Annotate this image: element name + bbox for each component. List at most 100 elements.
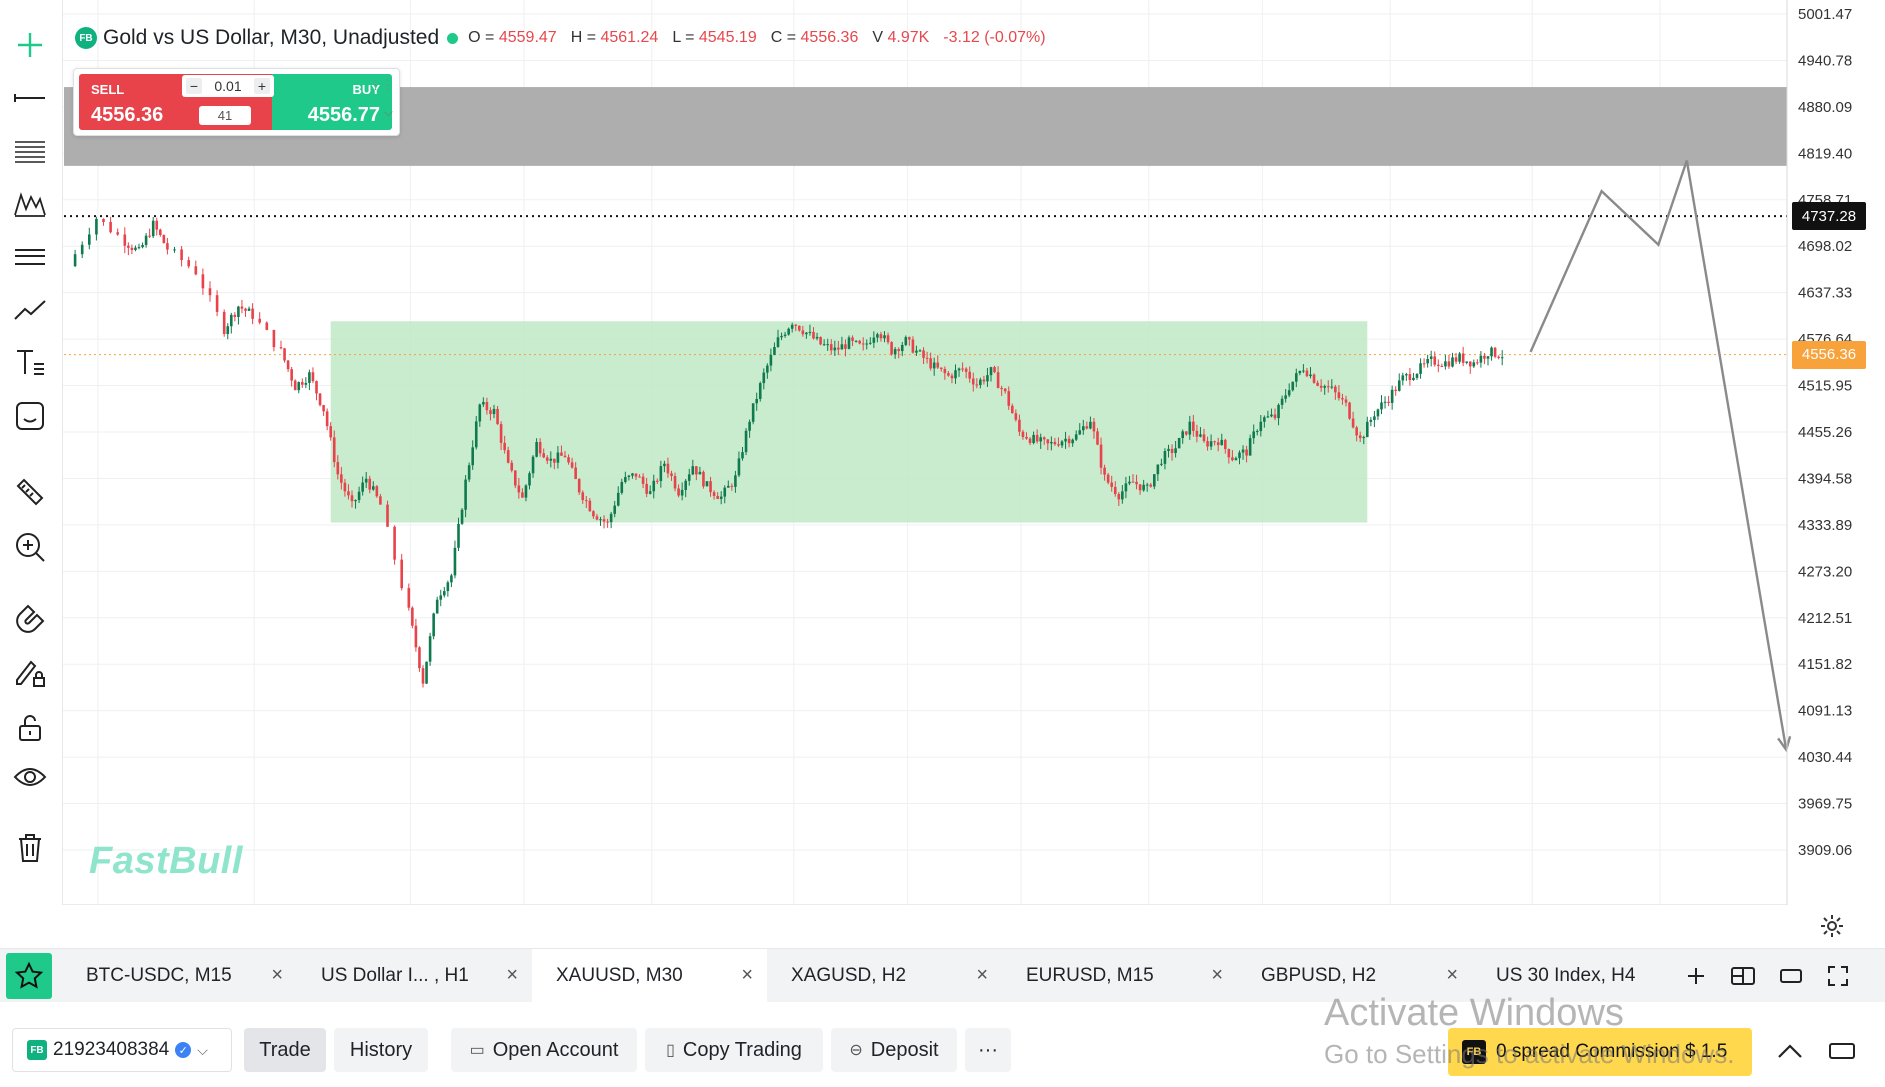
candle-body xyxy=(1461,353,1465,363)
sell-button[interactable]: SELL 4556.36 xyxy=(79,74,199,130)
open-account-button[interactable]: ▭ Open Account xyxy=(451,1028,637,1072)
horizontal-line-icon[interactable] xyxy=(10,78,50,118)
unlock-icon[interactable] xyxy=(10,707,50,747)
candle-body xyxy=(592,511,595,517)
drag-handle-icon[interactable]: ⋮⋮ xyxy=(369,77,394,92)
candle-body xyxy=(680,489,684,496)
candle-body xyxy=(194,266,198,275)
candle-body xyxy=(247,308,251,311)
chevron-up-icon[interactable] xyxy=(1774,1036,1806,1066)
account-selector[interactable]: FB 21923408384 ✓ ⌵ xyxy=(12,1028,232,1072)
candle-body xyxy=(826,344,829,346)
candle-body xyxy=(1401,375,1405,381)
candle-body xyxy=(1092,421,1096,432)
candle-body xyxy=(581,492,585,501)
tab-btc-usdc[interactable]: BTC-USDC, M15 × xyxy=(62,949,297,1003)
close-icon[interactable]: × xyxy=(271,964,283,986)
tab-eurusd[interactable]: EURUSD, M15 × xyxy=(1002,949,1237,1003)
ohlc-open: O = 4559.47 xyxy=(468,29,557,46)
close-icon[interactable]: × xyxy=(1211,964,1223,986)
tab-us-dollar-index[interactable]: US Dollar I... , H1 × xyxy=(297,949,532,1003)
more-button[interactable]: ··· xyxy=(965,1028,1011,1072)
eye-icon[interactable] xyxy=(10,757,50,797)
window-icon[interactable] xyxy=(1776,961,1806,991)
candle-body xyxy=(574,467,577,480)
crosshair-icon[interactable] xyxy=(10,25,50,65)
tab-label: US Dollar I... , H1 xyxy=(321,965,469,986)
candle-body xyxy=(993,367,996,373)
candle-body xyxy=(840,344,844,350)
candle-body xyxy=(1355,427,1358,436)
close-icon[interactable]: × xyxy=(741,964,753,986)
candle-body xyxy=(663,463,666,467)
tab-xagusd[interactable]: XAGUSD, H2 × xyxy=(767,949,1002,1003)
channel-icon[interactable] xyxy=(10,236,50,276)
buy-button[interactable]: BUY 4556.77 xyxy=(272,74,392,130)
chevron-down-icon[interactable]: ⌵ xyxy=(383,105,393,119)
trash-icon[interactable] xyxy=(10,828,50,868)
pattern-icon[interactable] xyxy=(10,183,50,223)
candle-body xyxy=(1035,434,1039,442)
quantity-decrease-button[interactable]: − xyxy=(186,78,202,94)
deposit-button[interactable]: ⊖ Deposit xyxy=(831,1028,957,1072)
candle-body xyxy=(1163,450,1167,464)
fullscreen-icon[interactable] xyxy=(1823,961,1853,991)
candle-body xyxy=(911,339,915,353)
candle-body xyxy=(641,476,645,484)
candle-body xyxy=(915,350,918,353)
candle-body xyxy=(602,519,606,522)
buy-label: BUY xyxy=(352,82,380,97)
candle-body xyxy=(286,360,290,370)
tab-us30-index[interactable]: US 30 Index, H4 xyxy=(1472,949,1672,1003)
fib-retracement-icon[interactable] xyxy=(10,130,50,170)
candle-body xyxy=(964,368,968,372)
candle-body xyxy=(563,455,567,458)
quick-trade-widget: SELL 4556.36 BUY 4556.77 − 0.01 + 41 ⋮⋮ … xyxy=(73,68,400,136)
y-tick-label: 4819.40 xyxy=(1798,145,1852,162)
emoji-icon[interactable] xyxy=(10,396,50,436)
y-tick-label: 4637.33 xyxy=(1798,285,1852,302)
panel-toggle-icon[interactable] xyxy=(1826,1036,1858,1066)
quantity-stepper[interactable]: − 0.01 + xyxy=(182,75,274,97)
chevron-down-icon: ⌵ xyxy=(197,1041,208,1058)
promo-banner[interactable]: FB 0 spread Commission $ 1.5 xyxy=(1448,1028,1752,1076)
trend-line-icon[interactable] xyxy=(10,289,50,329)
candle-body xyxy=(1437,364,1440,366)
candle-body xyxy=(1113,486,1117,495)
candle-body xyxy=(1021,431,1025,437)
history-button[interactable]: History xyxy=(334,1028,428,1072)
chart-settings-icon[interactable] xyxy=(1818,912,1846,940)
candle-body xyxy=(308,372,311,383)
layout-icon[interactable] xyxy=(1728,961,1758,991)
candle-body xyxy=(421,668,425,684)
zoom-in-icon[interactable] xyxy=(10,527,50,567)
consolidation-range-box xyxy=(330,321,1368,523)
favorites-button[interactable] xyxy=(6,953,52,999)
candle-body xyxy=(354,499,357,502)
candle-body xyxy=(531,456,535,474)
tab-gbpusd[interactable]: GBPUSD, H2 × xyxy=(1237,949,1472,1003)
trade-button[interactable]: Trade xyxy=(244,1028,326,1072)
close-icon[interactable]: × xyxy=(976,964,988,986)
add-tab-icon[interactable] xyxy=(1681,961,1711,991)
copy-trading-button[interactable]: ▯ Copy Trading xyxy=(645,1028,823,1072)
candle-body xyxy=(144,235,148,245)
candle-body xyxy=(925,357,929,359)
quantity-increase-button[interactable]: + xyxy=(254,78,270,94)
close-icon[interactable]: × xyxy=(506,964,518,986)
magnet-icon[interactable] xyxy=(10,598,50,638)
quantity-value[interactable]: 0.01 xyxy=(214,78,242,94)
candle-body xyxy=(893,349,897,355)
candle-body xyxy=(652,480,656,492)
symbol-title[interactable]: Gold vs US Dollar, M30, Unadjusted xyxy=(103,26,440,49)
text-tool-icon[interactable] xyxy=(10,342,50,382)
candle-body xyxy=(1206,441,1209,447)
close-icon[interactable]: × xyxy=(1446,964,1458,986)
candle-body xyxy=(844,344,847,349)
candle-body xyxy=(1476,362,1479,364)
tab-xauusd[interactable]: XAUUSD, M30 × xyxy=(532,949,767,1003)
y-tick-label: 4515.95 xyxy=(1798,378,1852,395)
candle-body xyxy=(1397,380,1401,391)
ruler-icon[interactable] xyxy=(10,472,50,512)
lock-drawing-icon[interactable] xyxy=(10,652,50,692)
